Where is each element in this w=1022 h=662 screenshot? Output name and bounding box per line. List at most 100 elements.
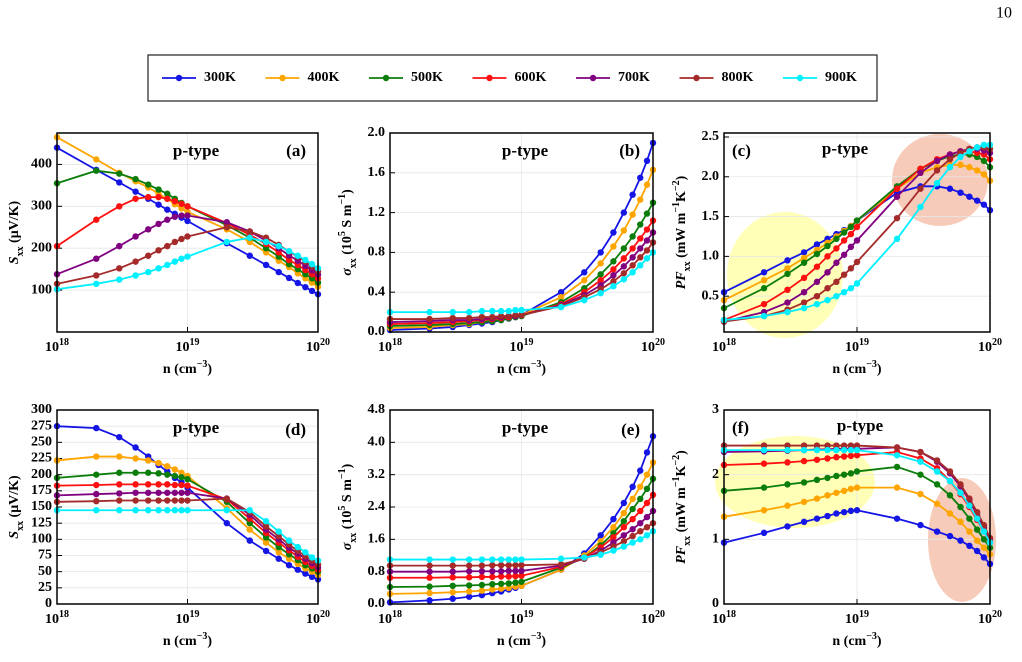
x-tick-base: 10 bbox=[378, 340, 392, 355]
point bbox=[116, 490, 123, 497]
point bbox=[620, 227, 628, 234]
point bbox=[512, 311, 519, 319]
point bbox=[449, 582, 456, 590]
point bbox=[629, 515, 636, 523]
point bbox=[800, 518, 808, 526]
point bbox=[184, 489, 191, 496]
point bbox=[178, 474, 185, 481]
point bbox=[145, 457, 152, 464]
y-axis-label-part: PF bbox=[674, 545, 689, 564]
point bbox=[132, 455, 139, 462]
point bbox=[246, 228, 253, 235]
point bbox=[426, 568, 433, 575]
point bbox=[933, 457, 941, 464]
x-tick-label: 1020 bbox=[306, 337, 330, 355]
point bbox=[155, 265, 162, 272]
point bbox=[164, 489, 171, 496]
point bbox=[597, 249, 604, 256]
point bbox=[784, 265, 791, 272]
point bbox=[449, 308, 456, 316]
point bbox=[285, 555, 293, 562]
point bbox=[478, 587, 486, 594]
annotation: p-type bbox=[837, 416, 884, 435]
point bbox=[164, 216, 171, 223]
y-tick-label: 2.5 bbox=[702, 129, 720, 144]
point bbox=[171, 481, 179, 489]
point bbox=[512, 306, 519, 314]
point bbox=[643, 532, 651, 539]
point bbox=[145, 497, 152, 504]
x-axis-label-part: n (cm bbox=[163, 634, 197, 649]
annotation: p-type bbox=[502, 141, 549, 160]
y-axis-label-part: ) bbox=[674, 175, 689, 180]
point bbox=[933, 468, 941, 475]
point bbox=[223, 495, 230, 502]
point bbox=[610, 272, 617, 279]
annotation: p-type bbox=[822, 139, 869, 158]
point bbox=[132, 444, 139, 451]
x-axis-label: n (cm−3) bbox=[163, 631, 213, 649]
y-axis-label-part: S m bbox=[340, 479, 355, 506]
point bbox=[223, 224, 230, 231]
panel-tag: (f) bbox=[732, 418, 749, 437]
point bbox=[933, 500, 941, 507]
y-tick-label: 3.2 bbox=[368, 467, 386, 482]
point bbox=[933, 157, 941, 165]
point bbox=[246, 526, 253, 533]
point bbox=[893, 484, 901, 491]
point bbox=[637, 536, 644, 543]
point bbox=[800, 299, 808, 306]
point bbox=[620, 543, 628, 550]
x-tick-exponent: 19 bbox=[859, 337, 869, 348]
point bbox=[933, 528, 941, 535]
point bbox=[164, 195, 171, 202]
x-tick-label: 1020 bbox=[978, 337, 1002, 355]
y-tick-label: 0.4 bbox=[368, 284, 386, 299]
point bbox=[93, 471, 100, 478]
point bbox=[957, 518, 964, 526]
point bbox=[637, 235, 644, 242]
y-tick-label: 75 bbox=[38, 548, 52, 563]
point bbox=[847, 485, 855, 493]
point bbox=[184, 212, 191, 219]
point bbox=[946, 477, 954, 485]
point bbox=[178, 481, 185, 489]
point bbox=[629, 245, 636, 252]
y-tick-label: 1.6 bbox=[368, 532, 386, 547]
x-tick-label: 1020 bbox=[641, 609, 665, 627]
x-tick-exponent: 20 bbox=[655, 609, 665, 620]
point bbox=[178, 469, 185, 476]
point bbox=[800, 249, 808, 256]
y-tick-label: 0.8 bbox=[368, 564, 386, 579]
point bbox=[840, 453, 848, 460]
x-tick-exponent: 18 bbox=[392, 609, 402, 620]
point bbox=[285, 256, 293, 264]
point bbox=[93, 167, 100, 174]
point bbox=[597, 551, 604, 558]
point bbox=[155, 497, 162, 504]
point bbox=[620, 263, 628, 270]
point bbox=[917, 521, 924, 529]
x-tick-base: 10 bbox=[306, 340, 320, 355]
legend-label: 500K bbox=[411, 70, 443, 85]
y-tick-label: 175 bbox=[31, 483, 52, 498]
panel-tag: (d) bbox=[285, 420, 306, 439]
legend-marker bbox=[486, 74, 493, 82]
point bbox=[853, 258, 861, 266]
point bbox=[784, 523, 791, 530]
point bbox=[178, 200, 185, 208]
y-tick-label: 0.5 bbox=[702, 288, 720, 303]
y-tick-label: 0 bbox=[712, 596, 719, 611]
point bbox=[302, 549, 309, 556]
legend-marker bbox=[589, 74, 597, 82]
point bbox=[813, 446, 821, 454]
point bbox=[643, 255, 651, 262]
x-axis-label-part: ) bbox=[877, 362, 882, 377]
point bbox=[946, 532, 954, 540]
legend-label: 700K bbox=[618, 70, 650, 85]
y-tick-label: 250 bbox=[31, 435, 52, 450]
point bbox=[824, 512, 831, 520]
point bbox=[957, 189, 964, 196]
point bbox=[946, 468, 954, 475]
point bbox=[853, 507, 861, 514]
